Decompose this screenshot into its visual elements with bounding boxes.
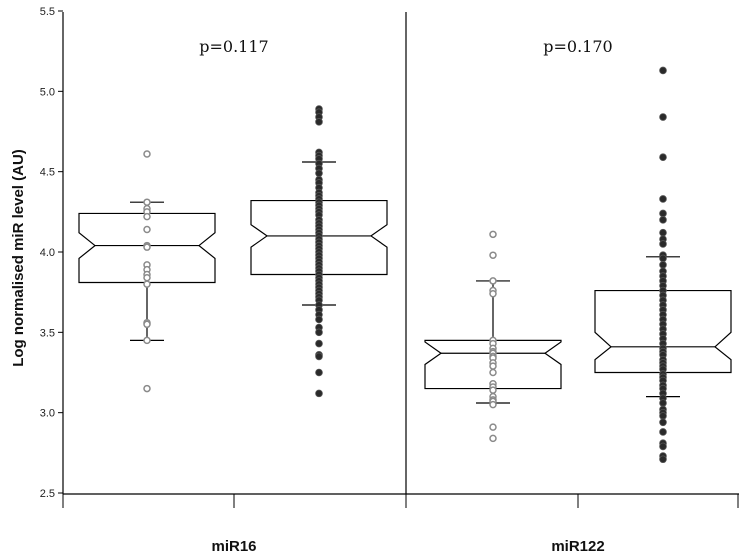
data-point-open — [143, 384, 151, 393]
data-point-filled — [659, 455, 667, 464]
x-axis — [62, 494, 739, 508]
data-point-open — [143, 225, 151, 234]
data-point-filled — [659, 216, 667, 224]
data-point-filled — [315, 368, 323, 377]
data-point-open — [143, 198, 151, 206]
data-point-filled — [659, 195, 667, 203]
data-point-open — [143, 273, 151, 282]
data-point-open — [489, 277, 497, 285]
data-point-open — [143, 280, 151, 288]
data-point-filled — [659, 442, 667, 451]
box-group — [78, 161, 732, 404]
p-value-label: p=0.170 — [543, 37, 612, 56]
data-point-filled — [315, 389, 323, 398]
data-point-filled — [659, 261, 667, 269]
data-point-open — [143, 243, 151, 251]
data-point-filled — [659, 153, 667, 162]
data-point-open — [489, 362, 497, 370]
data-point-open — [489, 368, 497, 377]
data-point-filled — [659, 418, 667, 427]
data-point-filled — [315, 169, 323, 178]
text-labels: miR16 p=0.117 miR122 p=0.170 — [199, 37, 612, 555]
y-tick-label: 5.0 — [40, 86, 55, 98]
data-point-filled — [315, 328, 323, 337]
y-tick-label: 3.0 — [40, 408, 55, 420]
data-point-open — [489, 230, 497, 239]
data-point-filled — [659, 209, 667, 218]
data-point-open — [489, 423, 497, 431]
data-point-open — [489, 386, 497, 394]
data-point-filled — [659, 113, 667, 121]
data-points — [143, 66, 667, 464]
panel-frames — [62, 12, 739, 495]
y-tick-label: 4.5 — [40, 167, 55, 179]
p-value-label: p=0.117 — [199, 37, 268, 56]
y-axis-title: Log normalised miR level (AU) — [10, 149, 27, 367]
y-axis: 2.5 3.0 3.5 4.0 4.5 5.0 5.5 — [40, 6, 63, 500]
data-point-open — [489, 400, 497, 409]
y-tick-label: 5.5 — [40, 6, 55, 18]
y-tick-label: 3.5 — [40, 327, 55, 339]
data-point-open — [143, 150, 151, 158]
data-point-filled — [315, 339, 323, 348]
y-tick-label: 2.5 — [40, 488, 55, 500]
x-group-label: miR16 — [211, 538, 256, 555]
data-point-open — [489, 290, 497, 298]
data-point-filled — [659, 66, 667, 75]
data-point-filled — [315, 118, 323, 126]
data-point-filled — [659, 399, 667, 407]
data-point-open — [143, 320, 151, 329]
data-point-open — [143, 212, 151, 221]
data-point-filled — [659, 428, 667, 436]
data-point-filled — [659, 228, 667, 237]
y-tick-label: 4.0 — [40, 247, 55, 259]
data-point-filled — [315, 315, 323, 324]
data-point-filled — [315, 352, 323, 361]
data-point-open — [489, 434, 497, 443]
data-point-filled — [659, 412, 667, 420]
data-point-open — [143, 336, 151, 345]
data-point-open — [489, 251, 497, 259]
data-point-filled — [659, 240, 667, 248]
data-point-filled — [659, 254, 667, 263]
x-group-label: miR122 — [551, 538, 604, 555]
